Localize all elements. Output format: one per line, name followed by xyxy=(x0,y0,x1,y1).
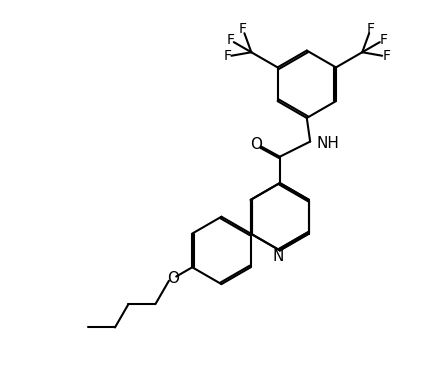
Text: F: F xyxy=(379,33,387,47)
Text: F: F xyxy=(239,22,247,36)
Text: F: F xyxy=(223,50,232,64)
Text: F: F xyxy=(366,22,374,36)
Text: F: F xyxy=(382,50,390,64)
Text: NH: NH xyxy=(316,136,339,151)
Text: F: F xyxy=(226,33,234,47)
Text: O: O xyxy=(167,271,179,286)
Text: N: N xyxy=(273,249,284,264)
Text: O: O xyxy=(250,138,262,152)
